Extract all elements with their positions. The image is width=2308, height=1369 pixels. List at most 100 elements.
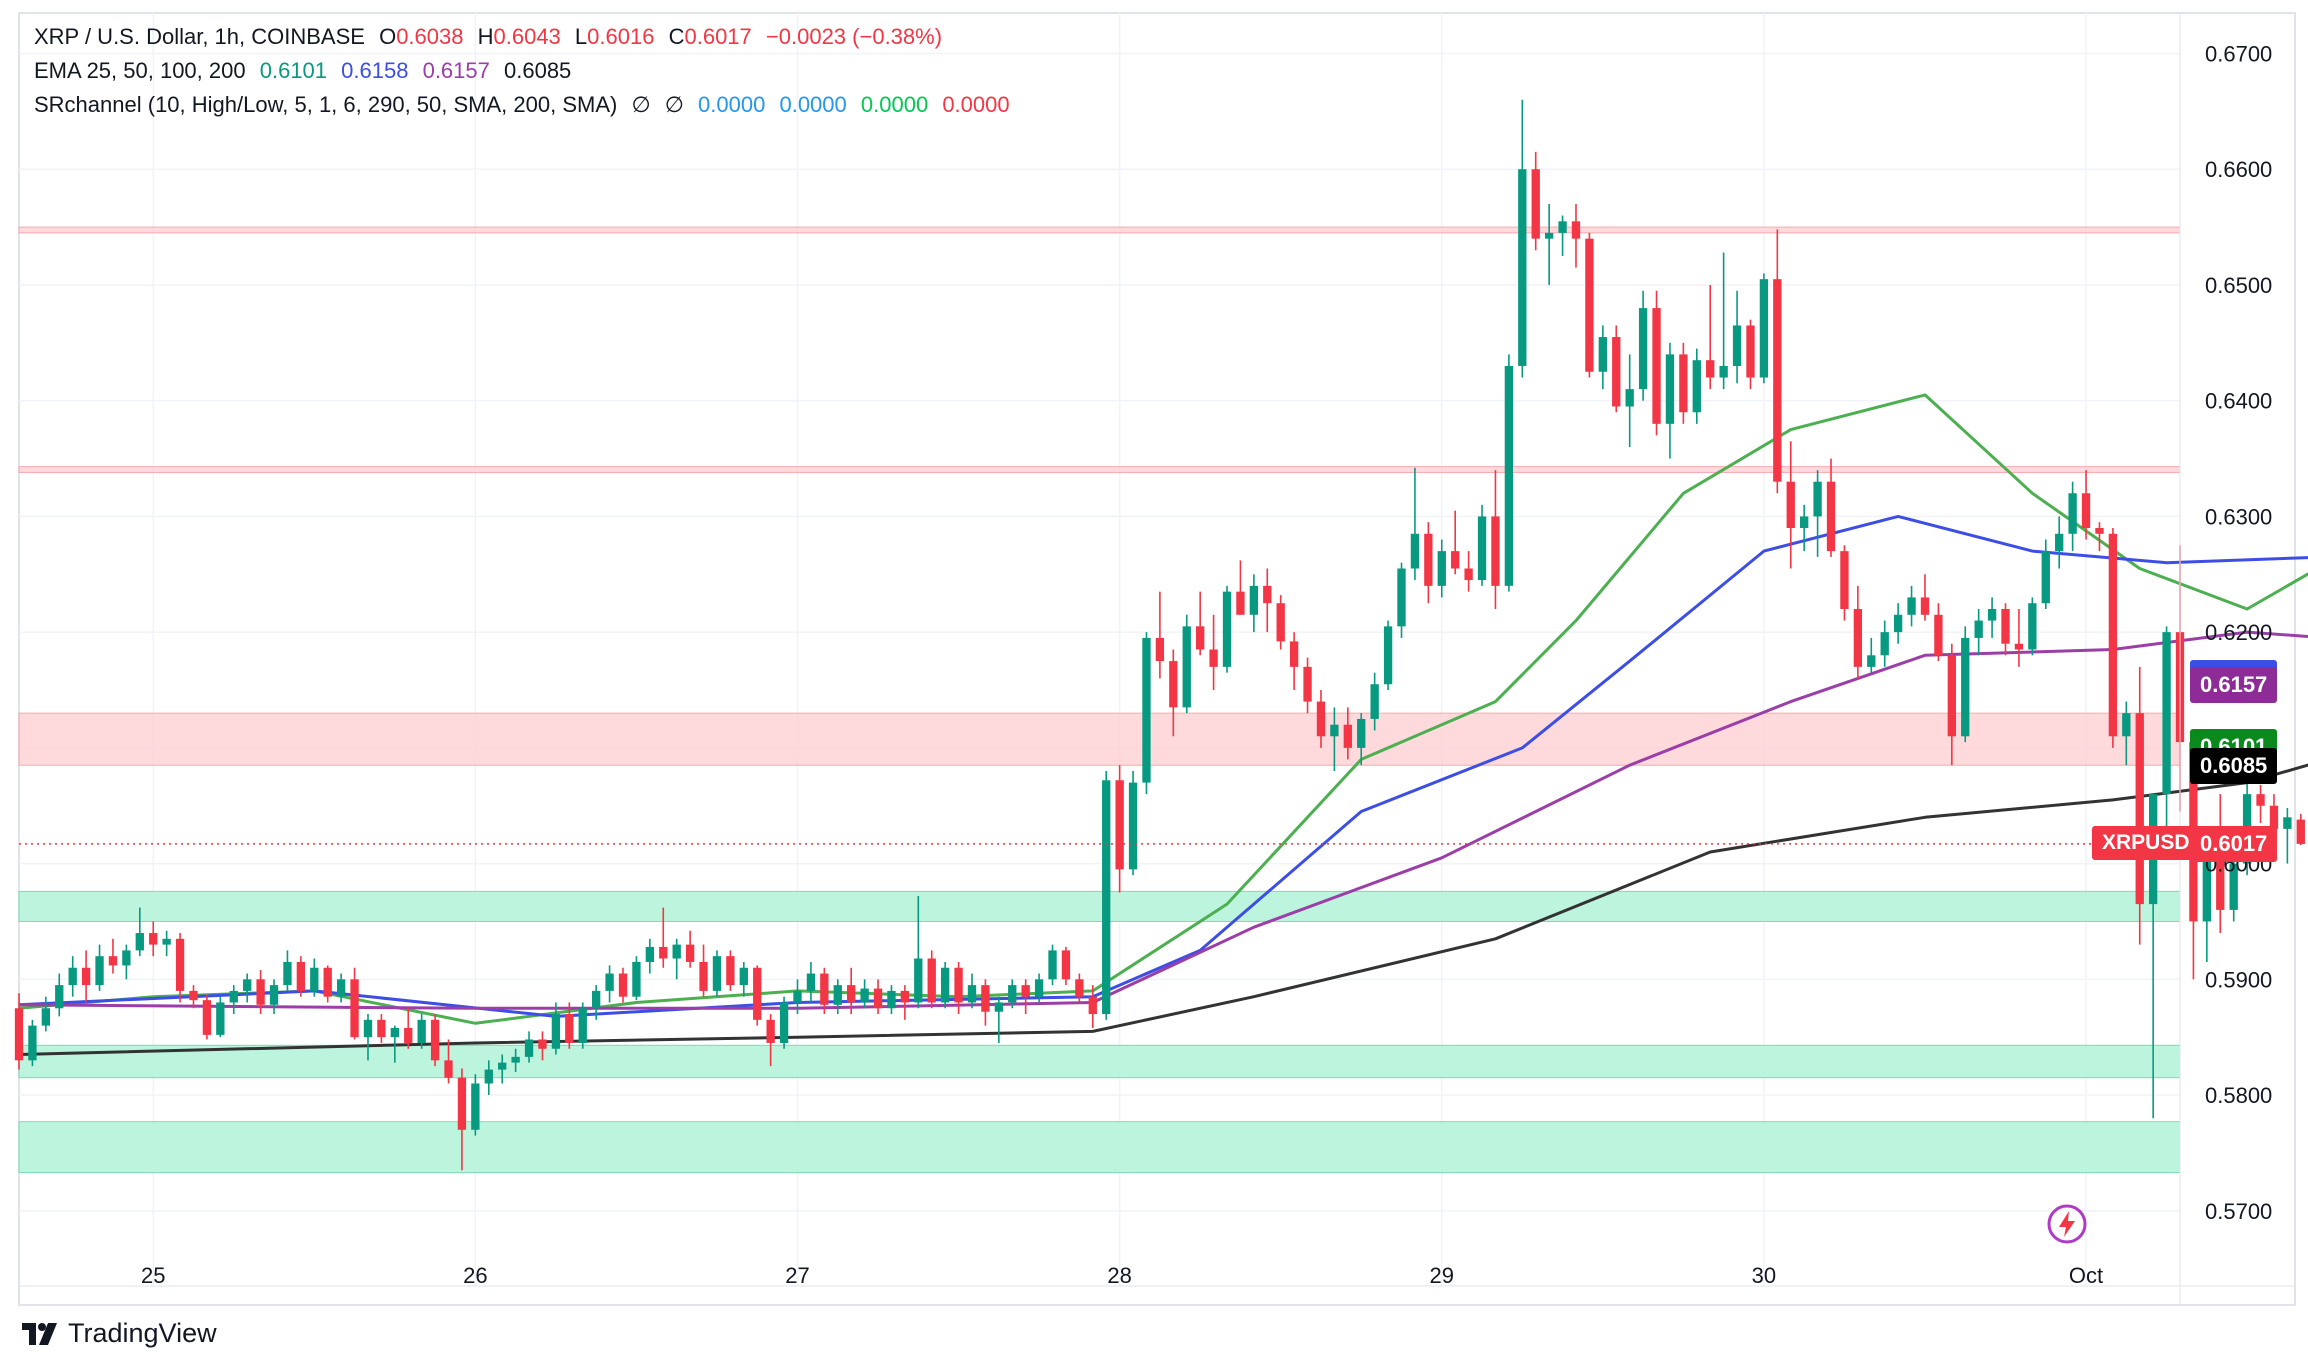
legend-symbol[interactable]: XRP / U.S. Dollar, 1h, COINBASE — [34, 24, 365, 49]
candle-body — [457, 1077, 467, 1130]
candle-body — [1222, 591, 1232, 667]
candle-body — [430, 1019, 440, 1061]
tradingview-logo[interactable]: TradingView — [22, 1318, 217, 1349]
candle-body — [994, 1002, 1003, 1012]
candle-body — [1034, 979, 1044, 997]
candle-body — [618, 973, 628, 997]
candle-body — [1571, 221, 1581, 239]
candle-body — [1209, 649, 1218, 667]
price-tick-label: 0.5700 — [2205, 1199, 2272, 1224]
candle-body — [189, 990, 198, 1001]
candle-body — [1786, 481, 1795, 528]
price-tick-label: 0.6300 — [2205, 504, 2272, 529]
time-tick-label: 29 — [1430, 1263, 1454, 1288]
candle-body — [1263, 585, 1272, 604]
candle-body — [820, 973, 829, 1005]
candle-body — [860, 988, 869, 1003]
time-axis: 252627282930Oct218:30 — [141, 1263, 2103, 1288]
candle-body — [336, 979, 346, 997]
candle-body — [2068, 493, 2077, 534]
candle-body — [1330, 724, 1339, 737]
candle-body — [1893, 614, 1903, 633]
legend-sr-row[interactable]: SRchannel (10, High/Low, 5, 1, 6, 290, 5… — [34, 88, 1018, 122]
candle-body — [2108, 533, 2118, 737]
candle-body — [2014, 643, 2024, 650]
ma-line-1 — [18, 393, 2308, 1025]
candle-body — [269, 985, 279, 1005]
price-tick-label: 0.6400 — [2205, 389, 2272, 414]
resistance-zone — [18, 226, 2181, 234]
candle-body — [766, 1019, 775, 1043]
candle-body — [793, 990, 802, 1003]
candle-body — [1880, 632, 1889, 656]
candle-body — [498, 1062, 507, 1070]
candle-body — [1544, 232, 1554, 239]
candle-body — [847, 985, 856, 1003]
candle-body — [1276, 603, 1285, 642]
candle-body — [1410, 533, 1420, 569]
candle-body — [1518, 169, 1527, 366]
price-tick-label: 0.6700 — [2205, 42, 2272, 67]
candle-body — [538, 1039, 547, 1049]
candle-body — [1249, 585, 1259, 615]
legend-ema-row[interactable]: EMA 25, 50, 100, 200 0.6101 0.6158 0.615… — [34, 54, 1018, 88]
candle-body — [914, 958, 923, 1003]
price-tick-label: 0.5800 — [2205, 1083, 2272, 1108]
moving-averages — [18, 393, 2308, 1056]
candle-body — [1383, 626, 1393, 685]
candle-body — [1934, 614, 1943, 656]
candle-body — [1625, 389, 1634, 407]
sr-zones — [18, 226, 2181, 1174]
candle-body — [1598, 337, 1607, 372]
legend-close: 0.6017 — [684, 24, 752, 49]
ema100-price-tag: 0.6157 — [2190, 666, 2278, 703]
price-tick-label: 0.6500 — [2205, 273, 2272, 298]
candle-body — [1451, 551, 1460, 569]
candle-body — [149, 933, 158, 945]
candle-body — [41, 1008, 51, 1026]
candle-body — [1142, 637, 1151, 783]
candle-body — [1102, 780, 1111, 1015]
candle-body — [14, 1008, 24, 1061]
candle-body — [2055, 533, 2064, 552]
candle-body — [1236, 591, 1245, 615]
candle-body — [1638, 308, 1648, 390]
candle-body — [511, 1056, 520, 1063]
legend-ema100-value: 0.6157 — [422, 58, 490, 83]
legend-ema25-value: 0.6101 — [259, 58, 328, 83]
candle-body — [1706, 360, 1715, 378]
candle-body — [873, 988, 883, 1009]
resistance-zone — [18, 712, 2181, 766]
candle-body — [739, 967, 748, 986]
candle-body — [1155, 637, 1165, 662]
candle-body — [1196, 626, 1205, 650]
candle-body — [363, 1019, 373, 1038]
legend-sr-null-1: ∅ — [631, 92, 651, 117]
legend-sr-title: SRchannel (10, High/Low, 5, 1, 6, 290, 5… — [34, 92, 618, 117]
candle-body — [1531, 169, 1540, 239]
legend-open: 0.6038 — [396, 24, 464, 49]
candle-body — [833, 985, 842, 1005]
candle-body — [659, 946, 668, 959]
candle-body — [55, 985, 64, 1009]
candle-body — [1491, 516, 1500, 586]
ema200-price-tag: 0.6085 — [2190, 748, 2278, 785]
support-zone — [18, 1044, 2181, 1079]
candle-body — [1115, 780, 1124, 870]
candle-body — [1652, 308, 1661, 424]
legend-sr-value-1: 0.0000 — [698, 92, 766, 117]
candle-body — [927, 958, 936, 1003]
candle-body — [323, 967, 332, 997]
candle-body — [605, 973, 614, 991]
candle-body — [981, 985, 990, 1012]
candlesticks — [14, 99, 2305, 1171]
candle-body — [672, 944, 681, 959]
legend-ema50-value: 0.6158 — [341, 58, 409, 83]
candle-body — [1397, 568, 1406, 627]
candle-body — [1840, 551, 1849, 609]
lightning-icon[interactable] — [2045, 1202, 2089, 1251]
candle-body — [1357, 718, 1366, 748]
candle-body — [578, 1008, 587, 1043]
candle-body — [524, 1039, 534, 1057]
